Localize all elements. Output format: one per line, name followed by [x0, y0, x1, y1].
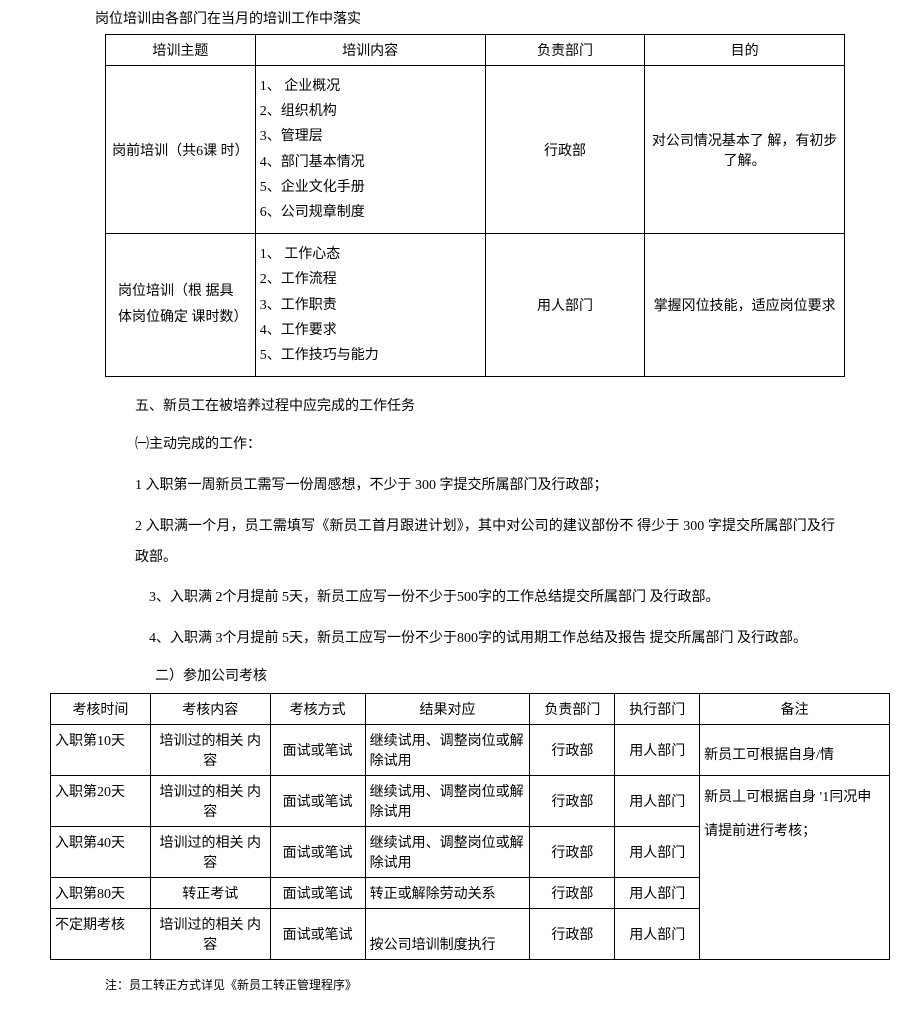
col-dept: 负责部门	[485, 35, 645, 66]
cell-remark-line: 新员工可根据自身/情	[700, 725, 890, 776]
col-result: 结果对应	[365, 694, 530, 725]
cell: 用人部门	[615, 776, 700, 827]
col-purpose: 目的	[645, 35, 845, 66]
table-row: 入职第20天培训过的相关 内容面试或笔试继续试用、调整岗位或解除试用行政部用人部…	[51, 776, 890, 827]
cell: 行政部	[530, 776, 615, 827]
cell: 面试或笔试	[270, 909, 365, 960]
cell: 入职第80天	[51, 878, 151, 909]
cell: 面试或笔试	[270, 827, 365, 878]
cell: 用人部门	[615, 725, 700, 776]
cell-theme: 岗位培训（根 据具体岗位确定 课时数）	[106, 234, 256, 377]
paragraph-2: 2 入职满一个月，员工需填写《新员工首月跟进计划》，其中对公司的建议部份不 得少…	[135, 512, 835, 574]
cell: 继续试用、调整岗位或解除试用	[365, 776, 530, 827]
cell-purpose: 掌握冈位技能，适应岗位要求	[645, 234, 845, 377]
cell: 面试或笔试	[270, 725, 365, 776]
cell: 入职第40天	[51, 827, 151, 878]
cell: 用人部门	[615, 878, 700, 909]
paragraph-4: 4、入职满 3个月提前 5天，新员工应写一份不少于800字的试用期工作总结及报告…	[135, 624, 835, 655]
cell: 培训过的相关 内容	[150, 827, 270, 878]
cell: 面试或笔试	[270, 878, 365, 909]
cell: 用人部门	[615, 827, 700, 878]
col-content: 培训内容	[255, 35, 485, 66]
cell: 用人部门	[615, 909, 700, 960]
footnote: 注：员工转正方式详见《新员工转正管理程序》	[105, 976, 895, 993]
cell: 按公司培训制度执行	[365, 909, 530, 960]
cell: 行政部	[530, 827, 615, 878]
col-remark: 备注	[700, 694, 890, 725]
cell: 培训过的相关 内容	[150, 909, 270, 960]
intro-line: 岗位培训由各部门在当月的培训工作中落实	[95, 8, 895, 28]
cell-purpose: 对公司情况基本了 解，有初步了解。	[645, 66, 845, 234]
cell: 行政部	[530, 725, 615, 776]
table-header-row: 培训主题 培训内容 负责部门 目的	[106, 35, 845, 66]
col-resp-dept: 负责部门	[530, 694, 615, 725]
cell: 培训过的相关 内容	[150, 725, 270, 776]
sub-b-title: 二）参加公司考核	[155, 665, 895, 685]
col-method: 考核方式	[270, 694, 365, 725]
cell: 继续试用、调整岗位或解除试用	[365, 725, 530, 776]
cell-content: 1、 企业概况2、组织机构3、管理层4、部门基本情况5、企业文化手册6、公司规章…	[255, 66, 485, 234]
col-time: 考核时间	[51, 694, 151, 725]
section-five-title: 五、新员工在被培养过程中应完成的工作任务	[135, 395, 895, 415]
paragraph-3: 3、入职满 2个月提前 5天，新员工应写一份不少于500字的工作总结提交所属部门…	[135, 583, 835, 614]
cell-dept: 行政部	[485, 66, 645, 234]
cell: 不定期考核	[51, 909, 151, 960]
paragraph-1: 1 入职第一周新员工需写一份周感想，不少于 300 字提交所属部门及行政部；	[135, 471, 835, 502]
cell: 面试或笔试	[270, 776, 365, 827]
cell: 转正考试	[150, 878, 270, 909]
cell: 行政部	[530, 909, 615, 960]
col-assess-content: 考核内容	[150, 694, 270, 725]
col-theme: 培训主题	[106, 35, 256, 66]
col-exec-dept: 执行部门	[615, 694, 700, 725]
cell-theme: 岗前培训（共6课 时）	[106, 66, 256, 234]
cell: 入职第20天	[51, 776, 151, 827]
cell-dept: 用人部门	[485, 234, 645, 377]
cell: 继续试用、调整岗位或解除试用	[365, 827, 530, 878]
table2-header-row: 考核时间 考核内容 考核方式 结果对应 负责部门 执行部门 备注	[51, 694, 890, 725]
assessment-table: 考核时间 考核内容 考核方式 结果对应 负责部门 执行部门 备注 入职第10天培…	[50, 693, 890, 960]
cell-remark-merged: 新员丄可根据自身 '1冃况申请提前进行考核；	[700, 776, 890, 960]
table-row: 入职第10天培训过的相关 内容面试或笔试继续试用、调整岗位或解除试用行政部用人部…	[51, 725, 890, 776]
cell: 培训过的相关 内容	[150, 776, 270, 827]
cell: 行政部	[530, 878, 615, 909]
cell: 入职第10天	[51, 725, 151, 776]
training-plan-table: 培训主题 培训内容 负责部门 目的 岗前培训（共6课 时）1、 企业概况2、组织…	[105, 34, 845, 377]
sub-a-title: ㈠主动完成的工作：	[135, 433, 895, 453]
table-row: 岗位培训（根 据具体岗位确定 课时数）1、 工作心态2、工作流程3、工作职责4、…	[106, 234, 845, 377]
table-row: 岗前培训（共6课 时）1、 企业概况2、组织机构3、管理层4、部门基本情况5、企…	[106, 66, 845, 234]
cell: 转正或解除劳动关系	[365, 878, 530, 909]
cell-content: 1、 工作心态2、工作流程3、工作职责4、工作要求5、工作技巧与能力	[255, 234, 485, 377]
